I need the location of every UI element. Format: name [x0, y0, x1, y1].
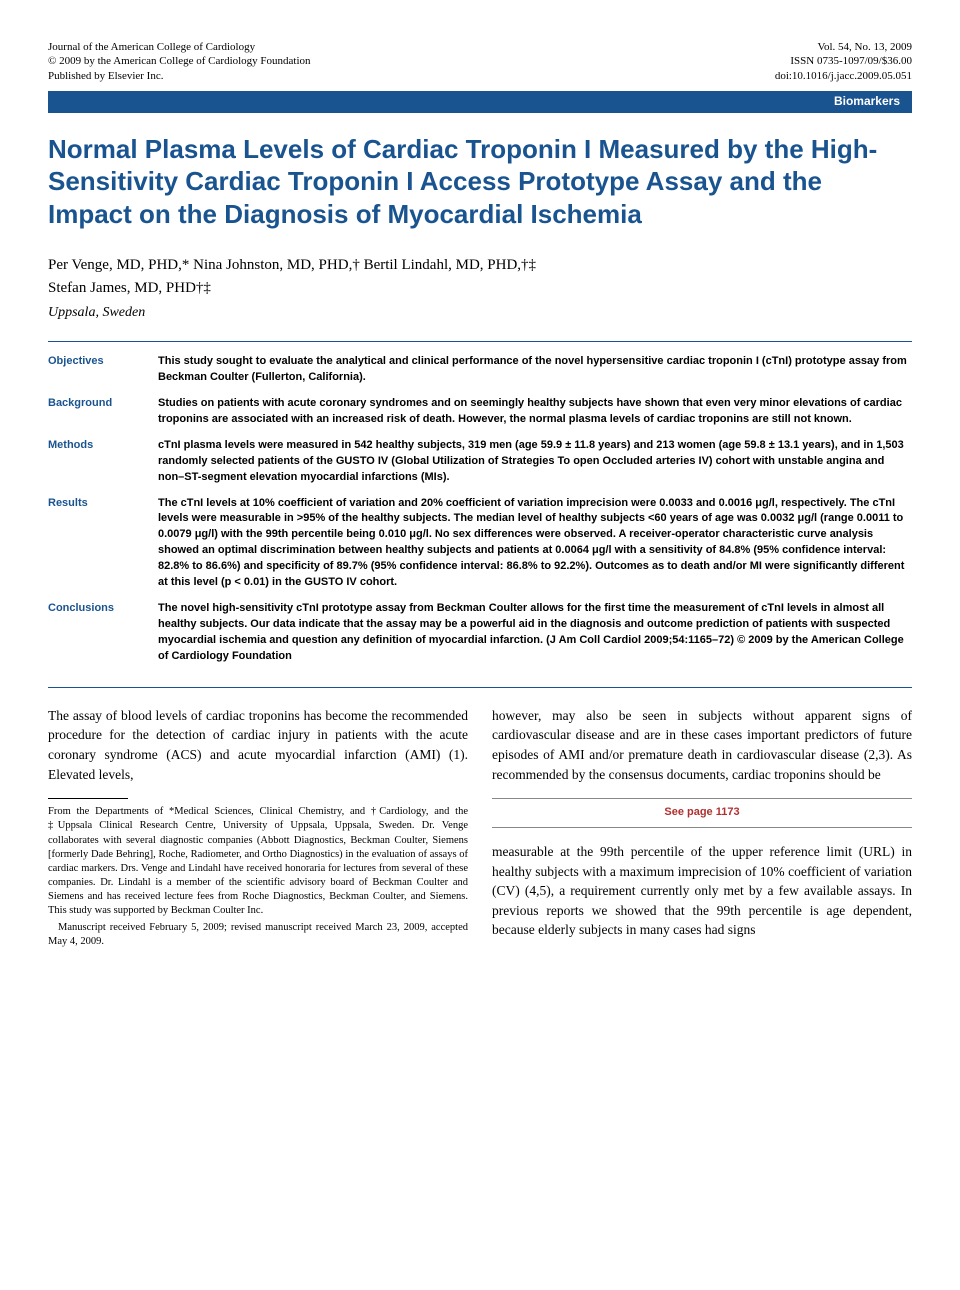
structured-abstract: Objectives This study sought to evaluate… — [48, 342, 912, 687]
abstract-label-background: Background — [48, 396, 158, 428]
header-right: Vol. 54, No. 13, 2009 ISSN 0735-1097/09/… — [775, 40, 912, 83]
running-header: Journal of the American College of Cardi… — [48, 40, 912, 83]
volume-issue: Vol. 54, No. 13, 2009 — [775, 40, 912, 54]
abstract-conclusions: Conclusions The novel high-sensitivity c… — [48, 601, 912, 665]
body-paragraph-1: The assay of blood levels of cardiac tro… — [48, 706, 468, 784]
authors-line-1: Per Venge, MD, PHD,* Nina Johnston, MD, … — [48, 254, 912, 277]
publisher-line: Published by Elsevier Inc. — [48, 69, 311, 83]
section-bar: Biomarkers — [48, 91, 912, 113]
copyright-line: © 2009 by the American College of Cardio… — [48, 54, 311, 68]
article-title: Normal Plasma Levels of Cardiac Troponin… — [48, 133, 912, 231]
see-page-callout: See page 1173 — [492, 798, 912, 828]
body-columns: The assay of blood levels of cardiac tro… — [48, 706, 912, 949]
column-right: however, may also be seen in subjects wi… — [492, 706, 912, 949]
abstract-text-methods: cTnI plasma levels were measured in 542 … — [158, 438, 912, 486]
issn: ISSN 0735-1097/09/$36.00 — [775, 54, 912, 68]
rule-bottom — [48, 687, 912, 688]
footnote-manuscript-dates: Manuscript received February 5, 2009; re… — [48, 921, 468, 949]
abstract-results: Results The cTnI levels at 10% coefficie… — [48, 496, 912, 592]
column-left: The assay of blood levels of cardiac tro… — [48, 706, 468, 949]
body-paragraph-2: however, may also be seen in subjects wi… — [492, 706, 912, 784]
abstract-objectives: Objectives This study sought to evaluate… — [48, 354, 912, 386]
body-paragraph-3: measurable at the 99th percentile of the… — [492, 842, 912, 940]
abstract-label-methods: Methods — [48, 438, 158, 486]
abstract-text-results: The cTnI levels at 10% coefficient of va… — [158, 496, 912, 592]
footnote-separator — [48, 798, 128, 799]
abstract-label-conclusions: Conclusions — [48, 601, 158, 665]
section-tag: Biomarkers — [834, 93, 900, 110]
abstract-methods: Methods cTnI plasma levels were measured… — [48, 438, 912, 486]
abstract-background: Background Studies on patients with acut… — [48, 396, 912, 428]
abstract-text-background: Studies on patients with acute coronary … — [158, 396, 912, 428]
page-root: Journal of the American College of Cardi… — [0, 0, 960, 989]
journal-name: Journal of the American College of Cardi… — [48, 40, 311, 54]
authors-block: Per Venge, MD, PHD,* Nina Johnston, MD, … — [48, 254, 912, 299]
abstract-text-objectives: This study sought to evaluate the analyt… — [158, 354, 912, 386]
abstract-label-results: Results — [48, 496, 158, 592]
doi: doi:10.1016/j.jacc.2009.05.051 — [775, 69, 912, 83]
abstract-label-objectives: Objectives — [48, 354, 158, 386]
header-left: Journal of the American College of Cardi… — [48, 40, 311, 83]
footnote-affiliations: From the Departments of *Medical Science… — [48, 805, 468, 918]
abstract-text-conclusions: The novel high-sensitivity cTnI prototyp… — [158, 601, 912, 665]
authors-line-2: Stefan James, MD, PHD†‡ — [48, 277, 912, 300]
affiliation: Uppsala, Sweden — [48, 303, 912, 323]
